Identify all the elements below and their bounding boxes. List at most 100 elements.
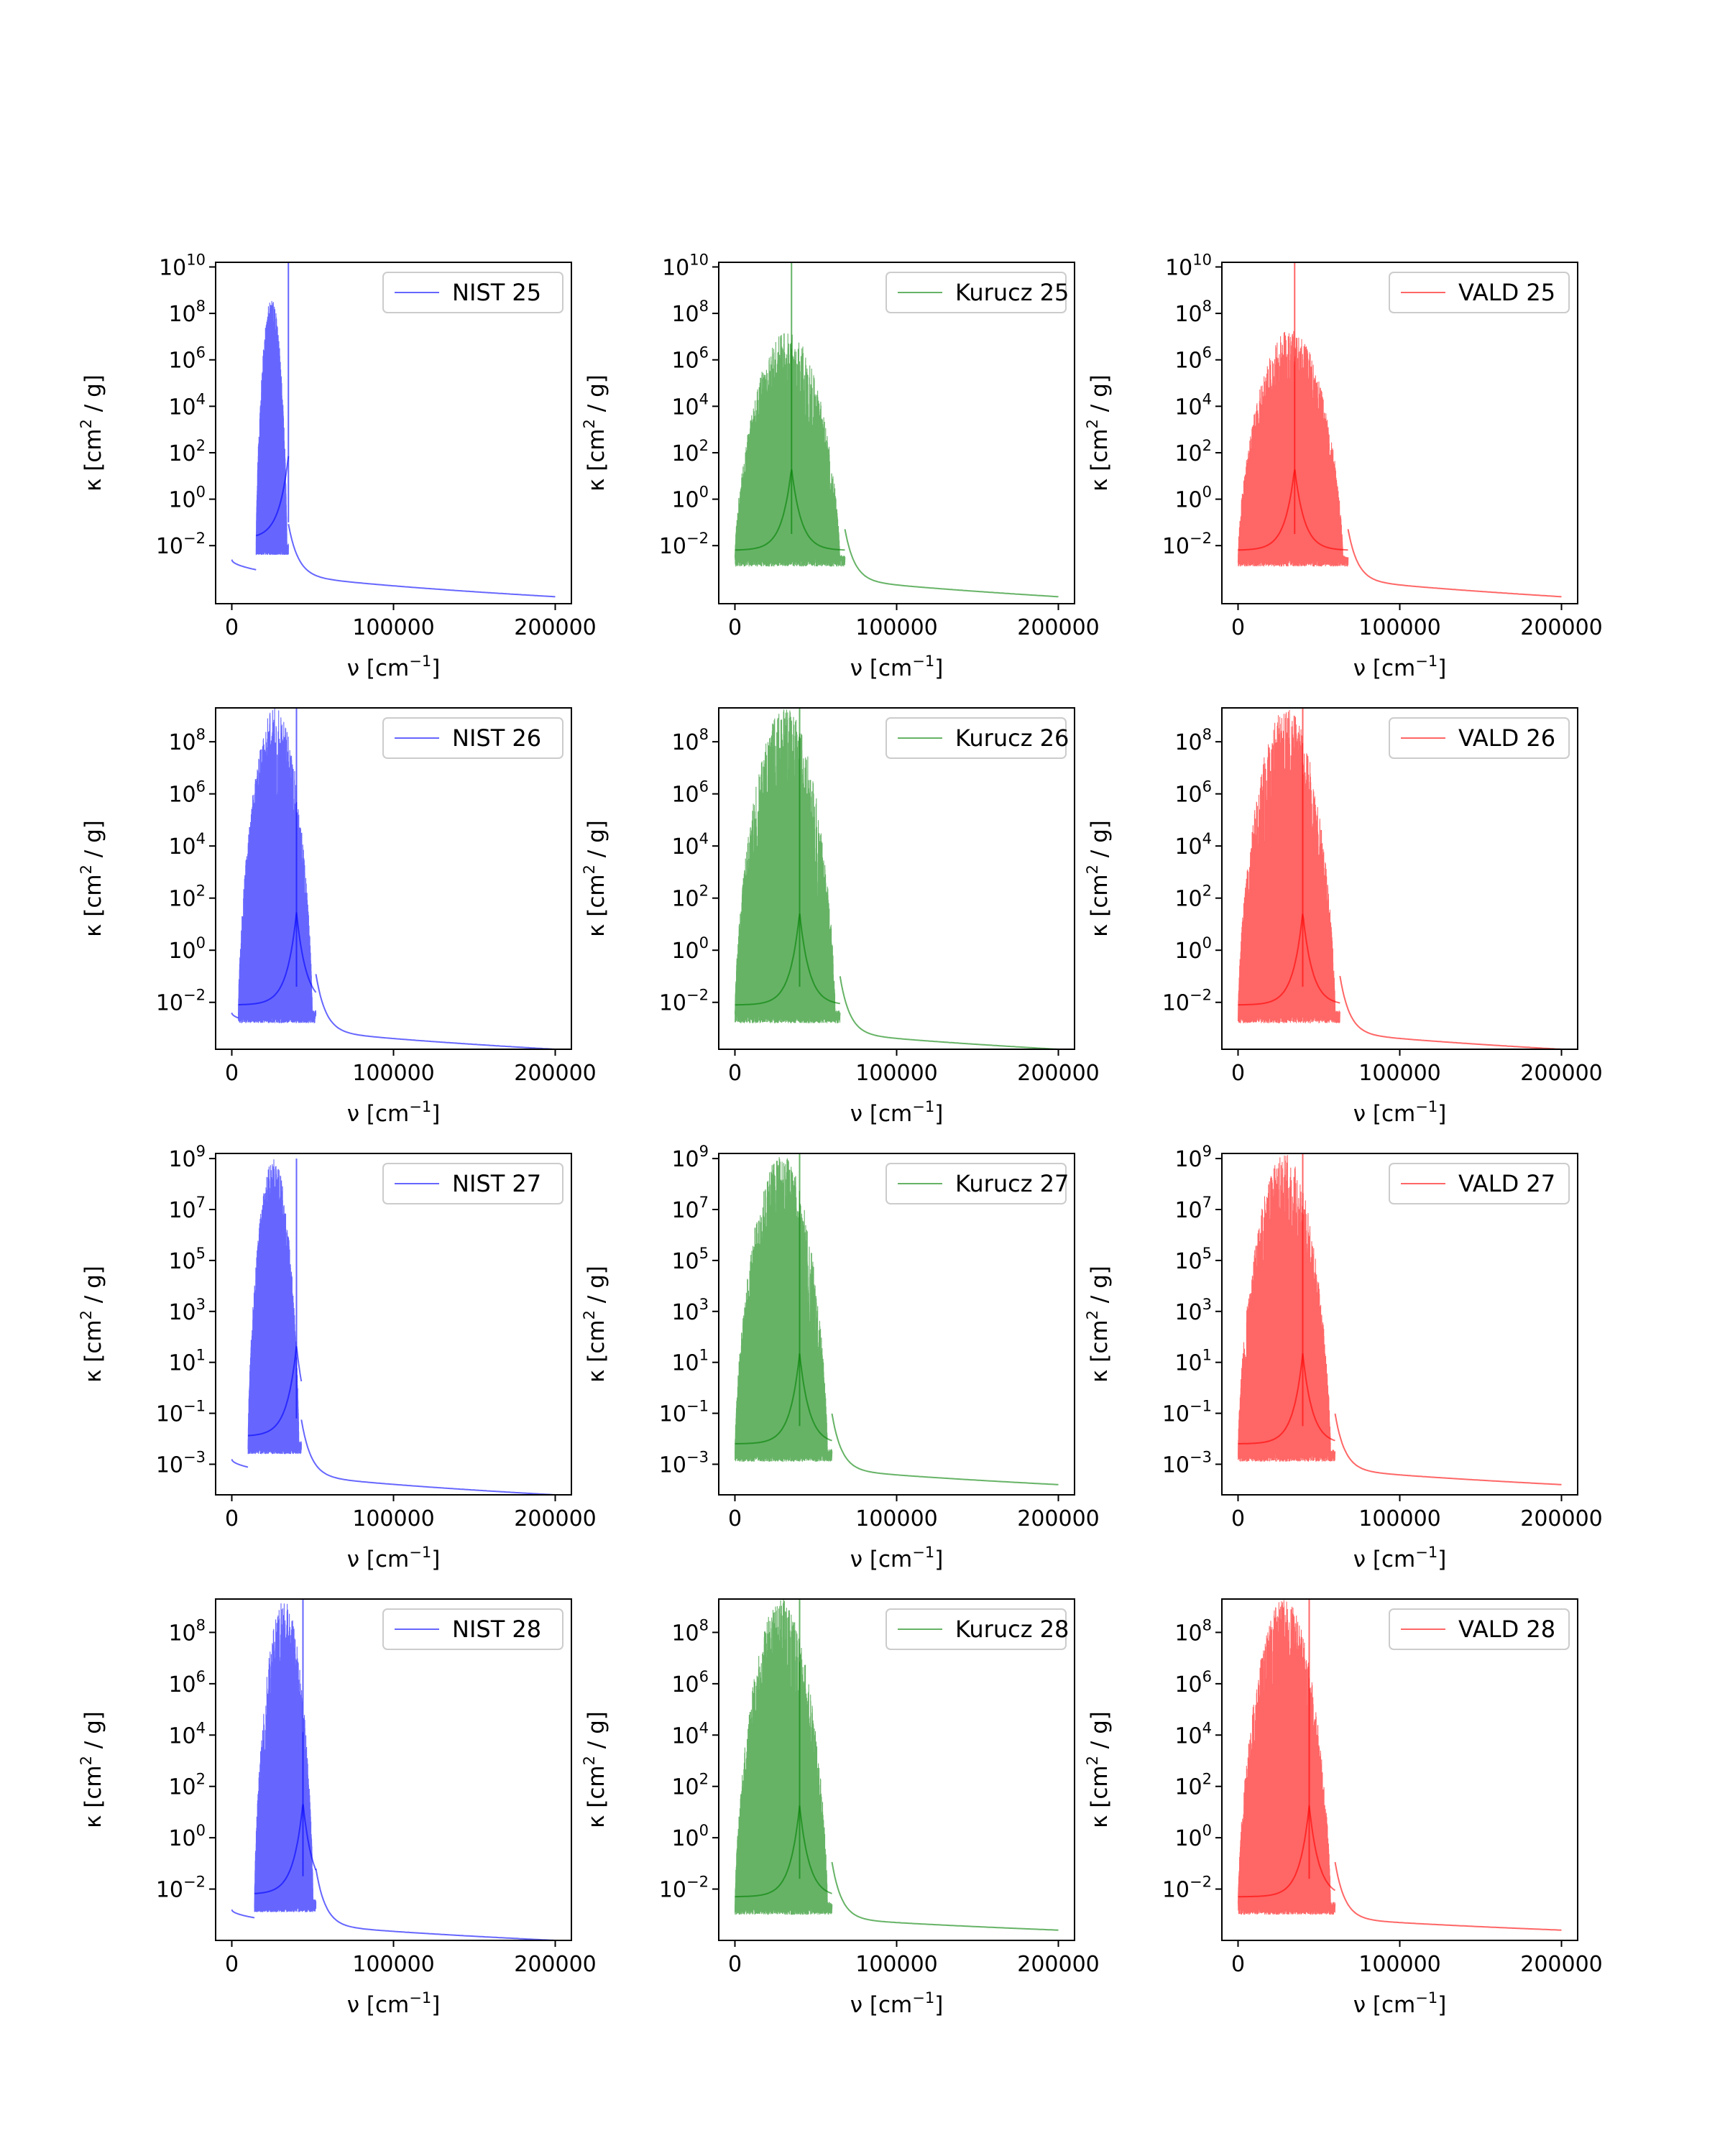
y-axis-label: κ [cm2 / g] (581, 820, 610, 937)
y-axis-label: κ [cm2 / g] (78, 1711, 106, 1828)
y-tick-label: 10−1 (1162, 1398, 1212, 1427)
legend-box (382, 717, 564, 759)
x-tick-label: 0 (225, 615, 239, 640)
y-tick-label: 109 (168, 1143, 206, 1172)
series-tail (1334, 1861, 1562, 1931)
series-line-band (247, 1159, 302, 1455)
x-axis-label: ν [cm−1] (1353, 1098, 1447, 1127)
x-tick-label: 100000 (352, 1952, 435, 1977)
series-line-band (1237, 331, 1349, 567)
legend: NIST 26 (382, 717, 564, 759)
y-tick-label: 108 (168, 726, 206, 755)
series-line-band (1237, 1600, 1336, 1915)
legend-label: VALD 28 (1458, 1616, 1555, 1643)
y-tick-label: 101 (168, 1347, 206, 1376)
series-line-band (734, 1599, 833, 1915)
y-tick-label: 100 (168, 1822, 206, 1851)
x-tick-label: 200000 (514, 1506, 597, 1531)
series-line-band (1237, 1155, 1336, 1462)
legend-box (886, 272, 1067, 313)
y-tick-label: 107 (671, 1194, 709, 1223)
y-tick-label: 105 (168, 1245, 206, 1274)
x-tick-label: 200000 (1017, 1952, 1100, 1977)
x-tick-label: 0 (1231, 615, 1245, 640)
legend-label: VALD 25 (1458, 279, 1555, 306)
y-tick-label: 1010 (662, 251, 709, 280)
series-line-band (734, 709, 841, 1023)
y-tick-label: 104 (168, 390, 206, 420)
x-axis-label: ν [cm−1] (1353, 1989, 1447, 2018)
series-baseline (231, 1909, 255, 1919)
x-tick-label: 0 (728, 1506, 742, 1531)
legend-label: VALD 26 (1458, 724, 1555, 752)
subplot: 0 100000 200000 10−3 10−1 101 103 105 107 109 ν [c… (1084, 1143, 1603, 1572)
y-tick-label: 100 (671, 934, 709, 964)
y-tick-label: 102 (168, 437, 206, 466)
y-tick-label: 1010 (159, 251, 206, 280)
legend: VALD 27 (1389, 1163, 1570, 1204)
y-tick-label: 103 (168, 1296, 206, 1325)
series-line-band (237, 708, 317, 1023)
x-tick-label: 200000 (514, 1061, 597, 1086)
subplot: 0 100000 200000 10−3 10−1 101 103 105 107 109 ν [c… (78, 1143, 597, 1572)
subplot: 0 100000 200000 10−2 100 102 104 106 108 1010 ν [c… (1084, 251, 1603, 681)
legend-box (382, 1608, 564, 1650)
y-axis-label: κ [cm2 / g] (78, 1266, 106, 1383)
x-axis-label: ν [cm−1] (347, 653, 441, 681)
y-tick-label: 1010 (1165, 251, 1212, 280)
x-tick-label: 100000 (352, 1506, 435, 1531)
y-tick-label: 107 (1174, 1194, 1212, 1223)
x-tick-label: 100000 (1358, 1061, 1441, 1086)
legend-label: Kurucz 28 (955, 1616, 1069, 1643)
y-tick-label: 10−3 (156, 1448, 206, 1478)
x-tick-label: 100000 (1358, 1952, 1441, 1977)
legend: NIST 28 (382, 1608, 564, 1650)
x-tick-label: 200000 (1520, 1506, 1603, 1531)
y-tick-label: 108 (671, 298, 709, 327)
series-line-core (735, 469, 845, 551)
x-tick-label: 0 (1231, 1952, 1245, 1977)
x-tick-label: 0 (225, 1061, 239, 1086)
y-tick-label: 102 (1174, 437, 1212, 466)
y-tick-label: 109 (671, 1143, 709, 1172)
series-line-core (1238, 1805, 1336, 1898)
x-tick-label: 200000 (514, 615, 597, 640)
series-tail (831, 1413, 1059, 1485)
legend: VALD 25 (1389, 272, 1570, 313)
subplot: 0 100000 200000 10−2 100 102 104 106 108 ν [cm−1]… (1084, 1598, 1603, 2018)
x-tick-label: 0 (225, 1506, 239, 1531)
legend-box (1389, 272, 1570, 313)
legend: Kurucz 25 (886, 272, 1069, 313)
y-tick-label: 100 (671, 484, 709, 513)
y-tick-label: 104 (1174, 830, 1212, 860)
x-tick-label: 100000 (1358, 615, 1441, 640)
x-tick-label: 0 (1231, 1061, 1245, 1086)
series-tail (315, 974, 556, 1049)
legend-box (1389, 1163, 1570, 1204)
y-tick-label: 10−2 (659, 1874, 709, 1903)
series-line-core (735, 1805, 832, 1898)
y-tick-label: 10−2 (156, 530, 206, 559)
legend: VALD 28 (1389, 1608, 1570, 1650)
x-tick-label: 100000 (855, 1061, 938, 1086)
y-axis-label: κ [cm2 / g] (1084, 820, 1113, 937)
x-tick-label: 200000 (1017, 1061, 1100, 1086)
x-axis-label: ν [cm−1] (347, 1989, 441, 2018)
series-tail (831, 1861, 1059, 1931)
series-baseline (231, 559, 257, 571)
x-tick-label: 0 (1231, 1506, 1245, 1531)
y-tick-label: 109 (1174, 1143, 1212, 1172)
x-tick-label: 200000 (1520, 615, 1603, 640)
series-line-core (254, 1804, 317, 1894)
y-tick-label: 104 (1174, 390, 1212, 420)
series-line-core (238, 912, 317, 1005)
legend: NIST 27 (382, 1163, 564, 1204)
y-tick-label: 102 (1174, 883, 1212, 912)
series-line-core (1238, 1353, 1335, 1445)
y-axis-label: κ [cm2 / g] (78, 374, 106, 492)
subplot: 0 100000 200000 10−2 100 102 104 106 108 ν [cm−1]… (581, 707, 1100, 1127)
y-tick-label: 100 (168, 934, 206, 964)
y-tick-label: 107 (168, 1194, 206, 1223)
y-tick-label: 102 (168, 1771, 206, 1800)
